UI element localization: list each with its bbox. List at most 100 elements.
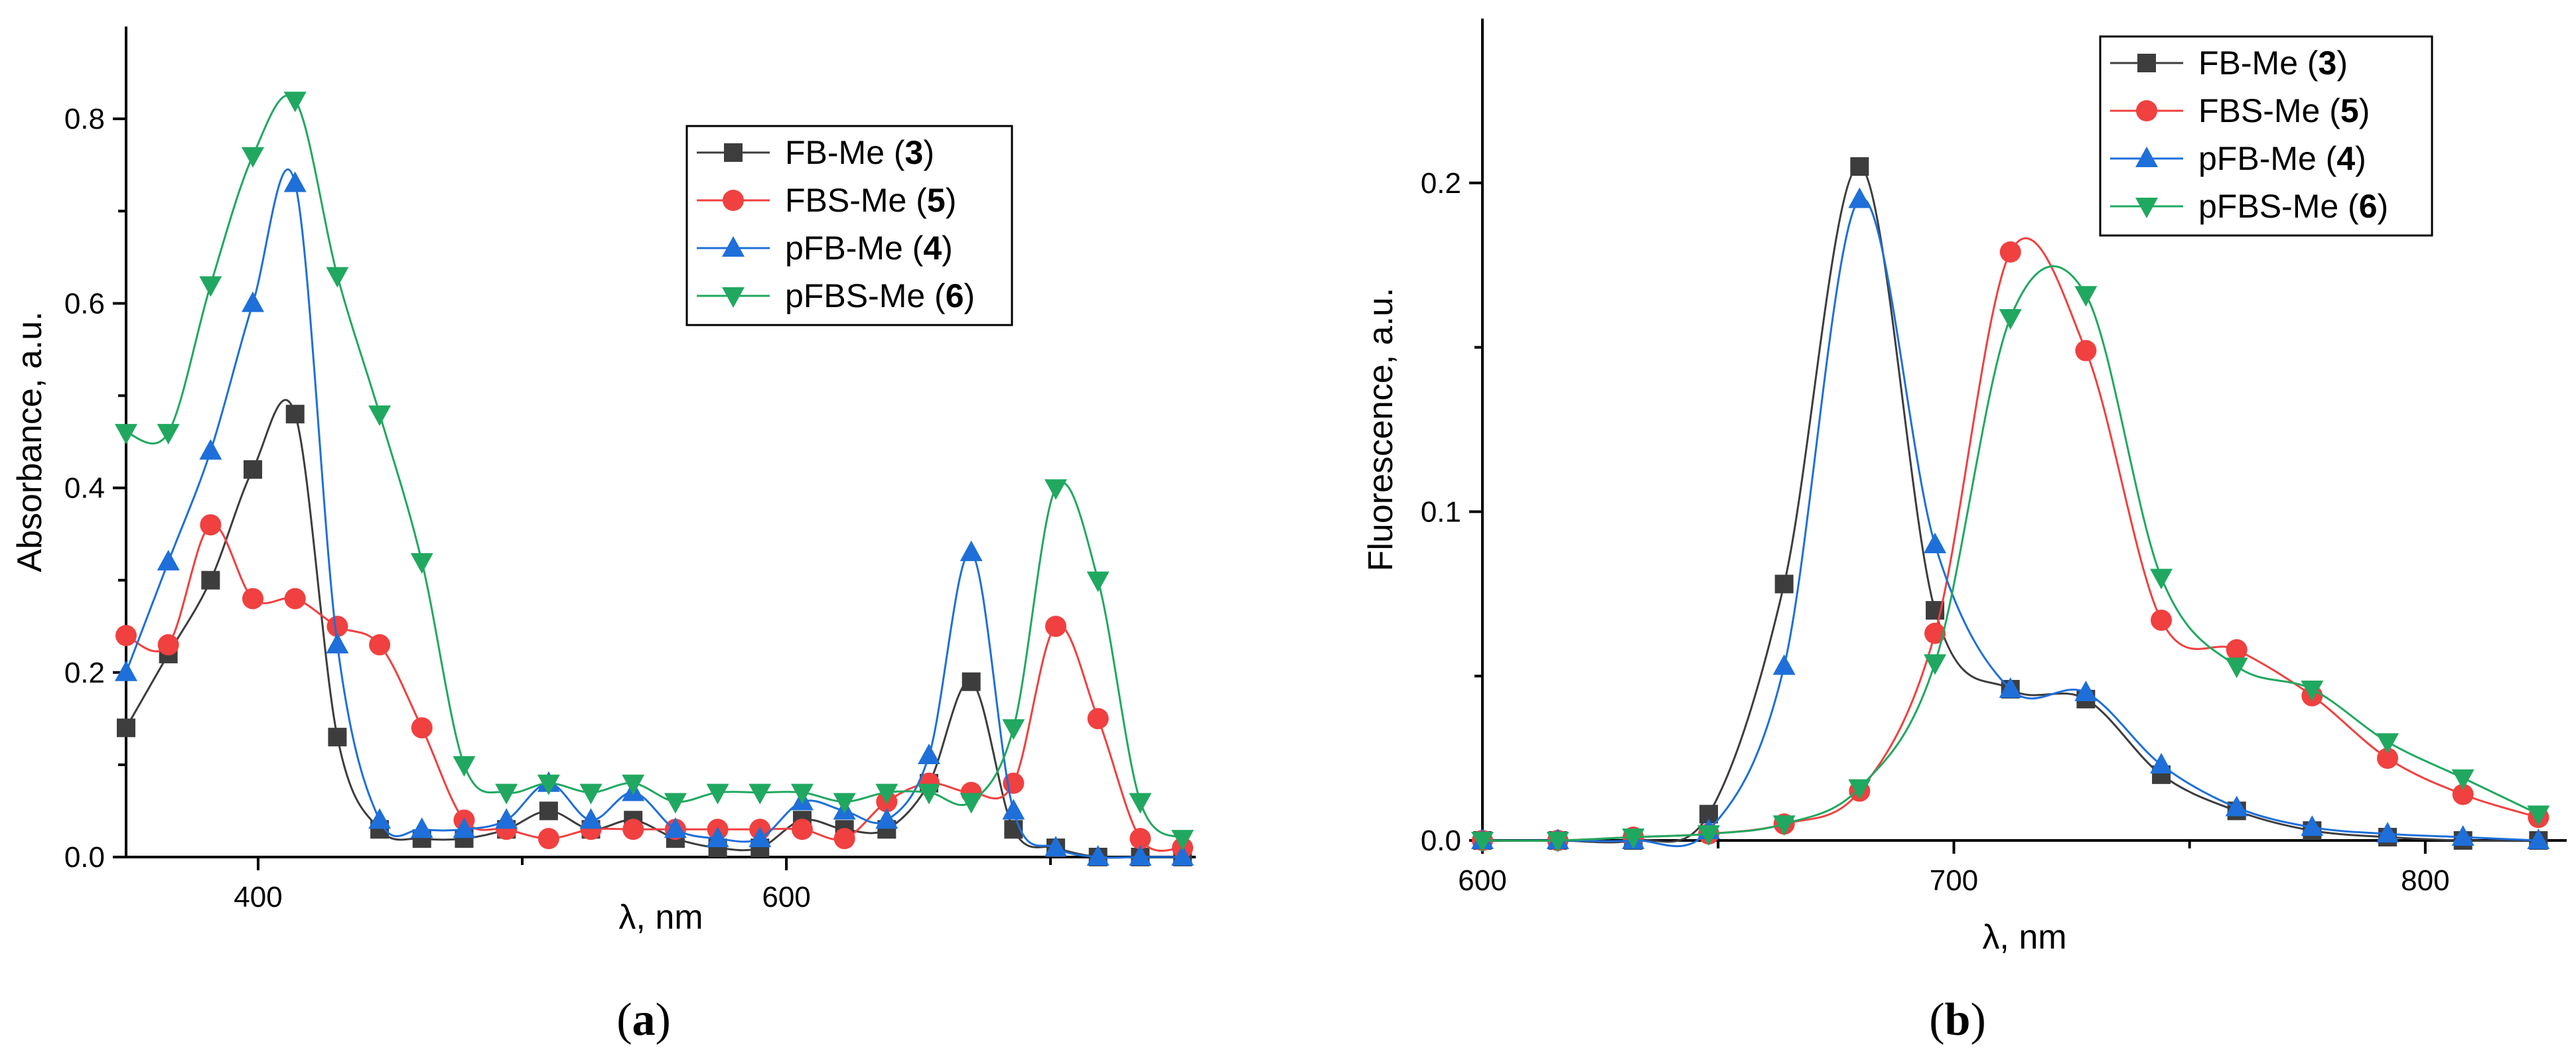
data-point — [2527, 805, 2550, 827]
data-point — [201, 570, 220, 590]
data-point — [2376, 822, 2399, 843]
y-tick-label: 0.2 — [64, 657, 105, 689]
data-point — [242, 147, 265, 168]
data-point — [917, 783, 940, 805]
data-point — [1999, 241, 2021, 263]
series-line — [125, 94, 1184, 840]
data-point — [453, 817, 476, 838]
data-point — [1045, 616, 1067, 637]
x-axis-title: λ, nm — [618, 898, 703, 937]
data-point — [117, 718, 135, 738]
legend-entry: FBS-Me (5) — [2198, 92, 2370, 129]
data-point — [1546, 832, 1569, 852]
data-point — [2527, 829, 2550, 849]
legend: FB-Me (3) FBS-Me (5) pFB-Me (4) pFBS-Me (6) — [685, 125, 1013, 326]
legend-marker — [2136, 100, 2157, 121]
data-point — [283, 92, 307, 113]
data-point — [1924, 532, 1947, 553]
data-point — [622, 774, 645, 795]
data-point — [917, 743, 940, 764]
data-point — [283, 171, 307, 192]
data-point — [749, 783, 772, 805]
y-tick-label: 0.2 — [1421, 167, 1461, 200]
data-point — [1002, 719, 1025, 740]
data-point — [157, 549, 180, 570]
data-point — [706, 827, 729, 848]
x-tick-label: 600 — [762, 881, 810, 913]
data-point — [1087, 708, 1109, 730]
legend-entry: pFBS-Me (6) — [2198, 188, 2388, 225]
y-tick-label: 0.0 — [64, 841, 105, 874]
data-point — [242, 588, 264, 610]
data-point — [1129, 793, 1152, 814]
x-tick-label: 600 — [1458, 864, 1506, 897]
data-point — [410, 817, 433, 838]
legend-marker — [2135, 198, 2158, 218]
data-point — [1774, 574, 1794, 594]
data-point — [2301, 815, 2324, 836]
legend-marker — [2137, 54, 2156, 72]
legend-marker — [2135, 147, 2158, 167]
data-point — [622, 819, 644, 840]
data-point — [326, 633, 349, 654]
x-tick-label: 800 — [2401, 864, 2449, 897]
data-point — [539, 801, 558, 821]
data-point — [1129, 828, 1151, 850]
data-point — [2451, 825, 2474, 846]
data-point — [1848, 187, 1871, 208]
data-point — [157, 634, 179, 656]
data-point — [1622, 829, 1645, 850]
data-point — [495, 783, 518, 805]
data-point — [1002, 799, 1025, 820]
legend-marker — [722, 287, 745, 308]
data-point — [411, 717, 433, 739]
data-point — [2452, 783, 2474, 805]
data-point — [115, 660, 137, 681]
data-point — [2451, 769, 2474, 790]
data-point — [2074, 680, 2098, 701]
data-point — [2151, 609, 2173, 631]
data-point — [1171, 845, 1194, 866]
data-point — [537, 774, 560, 795]
data-point — [749, 827, 772, 848]
data-point — [2225, 657, 2248, 679]
data-point — [2225, 795, 2248, 817]
data-point — [1999, 677, 2022, 698]
y-axis-title: Fluorescence, a.u. — [1362, 288, 1400, 572]
y-tick-label: 0.4 — [64, 472, 105, 505]
legend-entry: pFBS-Me (6) — [785, 277, 975, 314]
series-line — [1482, 165, 2539, 844]
series-line — [125, 168, 1183, 859]
data-point — [833, 793, 856, 814]
series-pfbs-me — [115, 92, 1194, 851]
data-point — [199, 276, 222, 297]
panel-label-a: (a) — [616, 994, 671, 1045]
data-point — [1044, 836, 1068, 857]
data-point — [285, 405, 305, 424]
data-point — [244, 460, 263, 479]
chart-panel-a: 400 600 0.0 0.2 0.4 0.6 0.8 λ, nm Absorbance, a.… — [11, 27, 1196, 937]
data-point — [1999, 308, 2022, 330]
legend-marker — [723, 190, 744, 211]
data-point — [1772, 654, 1796, 675]
data-point — [157, 424, 180, 445]
data-point — [200, 514, 222, 536]
series-line — [125, 523, 1183, 852]
data-point — [1086, 571, 1109, 592]
data-point — [368, 808, 392, 829]
data-point — [2377, 748, 2399, 769]
y-tick-label: 0.0 — [1421, 825, 1461, 857]
data-point — [2075, 340, 2097, 362]
legend: FB-Me (3) FBS-Me (5) pFB-Me (4) pFBS-Me (6) — [2099, 35, 2433, 237]
series-fbs-me — [1472, 237, 2549, 851]
data-point — [2150, 568, 2173, 590]
data-point — [1129, 845, 1152, 866]
data-point — [960, 540, 983, 561]
data-point — [664, 817, 687, 838]
data-point — [1850, 157, 1869, 176]
series-pfb-me — [115, 168, 1194, 866]
data-point — [875, 783, 898, 805]
y-tick-label: 0.6 — [64, 287, 105, 320]
data-point — [115, 424, 137, 445]
